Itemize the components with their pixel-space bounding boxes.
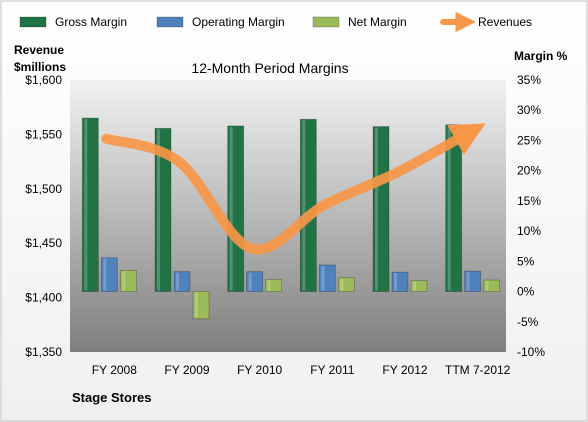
right-tick-label: 15%: [517, 194, 541, 208]
bar-highlight: [485, 281, 489, 291]
bar-highlight: [302, 120, 306, 291]
bar-net-margin: [192, 291, 210, 320]
x-tick-label: TTM 7-2012: [445, 363, 511, 377]
bar-highlight: [340, 278, 344, 291]
x-axis-ticks: FY 2008 FY 2009 FY 2010 FY 2011 FY 2012 TTM 7…: [92, 363, 511, 377]
left-axis-label-line2: $millions: [14, 60, 66, 74]
legend-label-operating-margin: Operating Margin: [192, 15, 285, 29]
legend-label-revenues: Revenues: [478, 15, 532, 29]
left-tick-label: $1,450: [25, 236, 62, 250]
right-axis-ticks: -10% -5% 0% 5% 10% 15% 20% 25% 30% 35%: [517, 73, 545, 359]
company-label: Stage Stores: [72, 390, 151, 405]
bar-highlight: [375, 127, 378, 291]
right-tick-label: -10%: [517, 345, 545, 359]
x-tick-label: FY 2012: [382, 363, 427, 377]
right-tick-label: -5%: [517, 315, 539, 329]
left-axis-label-line1: Revenue: [14, 43, 64, 57]
bar-operating-margin: [246, 271, 264, 292]
left-tick-label: $1,350: [25, 345, 62, 359]
bar-gross-margin: [227, 125, 245, 292]
left-tick-label: $1,400: [25, 291, 62, 305]
x-tick-label: FY 2010: [237, 363, 282, 377]
right-tick-label: 25%: [517, 133, 541, 147]
legend: Gross Margin Operating Margin Net Margin Re…: [19, 11, 532, 33]
chart-title: 12-Month Period Margins: [191, 60, 348, 76]
bar-highlight: [229, 126, 233, 291]
right-tick-label: 10%: [517, 224, 541, 238]
bar-net-margin: [410, 280, 428, 292]
bar-highlight: [394, 273, 397, 291]
right-axis-label: Margin %: [514, 49, 568, 63]
bar-highlight: [447, 125, 451, 291]
legend-swatch-operating-margin: [156, 16, 184, 28]
legend-label-gross-margin: Gross Margin: [55, 15, 127, 29]
bar-highlight: [248, 272, 252, 291]
bar-operating-margin: [464, 270, 482, 292]
bar-net-margin: [483, 279, 501, 292]
revenue-line-group: [101, 123, 486, 255]
bar-highlight: [413, 281, 416, 291]
right-tick-label: 35%: [517, 73, 541, 87]
bar-operating-margin: [391, 271, 409, 292]
left-tick-label: $1,550: [25, 127, 62, 141]
x-tick-label: FY 2011: [310, 363, 355, 377]
right-tick-label: 0%: [517, 285, 535, 299]
bar-net-margin: [119, 269, 137, 292]
right-tick-label: 20%: [517, 164, 541, 178]
bar-highlight: [84, 119, 88, 291]
legend-label-net-margin: Net Margin: [348, 15, 407, 29]
bar-net-margin: [337, 277, 355, 292]
bar-gross-margin: [81, 117, 99, 292]
x-tick-label: FY 2008: [92, 363, 137, 377]
left-axis-ticks: $1,350 $1,400 $1,450 $1,500 $1,550 $1,600: [25, 73, 62, 359]
bar-operating-margin: [318, 264, 336, 292]
legend-swatch-gross-margin: [19, 16, 47, 28]
bar-highlight: [157, 129, 160, 291]
bar-gross-margin: [372, 126, 390, 292]
bar-highlight: [267, 280, 271, 291]
bar-net-margin: [265, 279, 283, 292]
bar-highlight: [321, 265, 325, 291]
legend-swatch-net-margin: [312, 16, 340, 28]
bar-highlight: [103, 258, 107, 291]
left-tick-label: $1,500: [25, 182, 62, 196]
bars-group: [81, 117, 501, 320]
bar-highlight: [122, 271, 126, 291]
x-tick-label: FY 2009: [164, 363, 209, 377]
left-tick-label: $1,600: [25, 73, 62, 87]
series-line-revenues: [101, 123, 486, 255]
plot-area: [70, 80, 506, 352]
bar-operating-margin: [100, 257, 118, 292]
bar-highlight: [195, 292, 198, 318]
bar-highlight: [466, 272, 470, 291]
bar-operating-margin: [173, 271, 191, 292]
bar-highlight: [176, 272, 179, 291]
bar-gross-margin: [154, 127, 172, 292]
right-tick-label: 5%: [517, 254, 535, 268]
right-tick-label: 30%: [517, 103, 541, 117]
